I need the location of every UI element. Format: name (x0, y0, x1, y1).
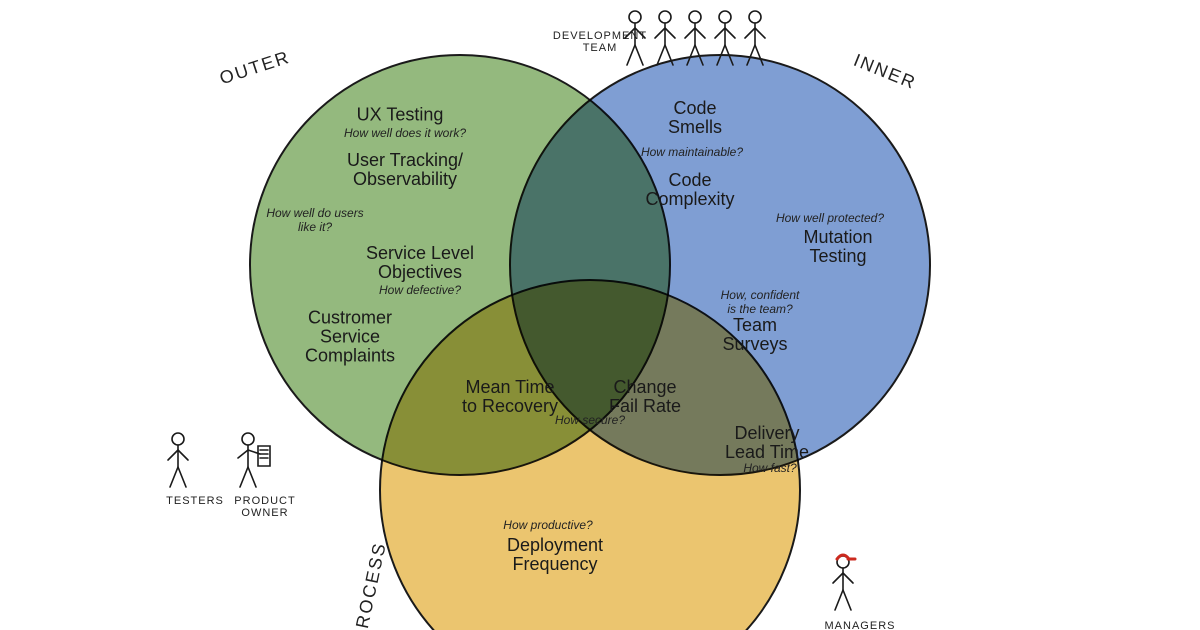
venn-stage: OUTER INNER PROCESS UX Testing User Trac… (0, 0, 1200, 630)
stick-figures-svg (0, 0, 1200, 630)
